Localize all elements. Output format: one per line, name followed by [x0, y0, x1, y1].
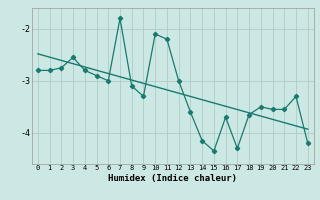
X-axis label: Humidex (Indice chaleur): Humidex (Indice chaleur) — [108, 174, 237, 183]
